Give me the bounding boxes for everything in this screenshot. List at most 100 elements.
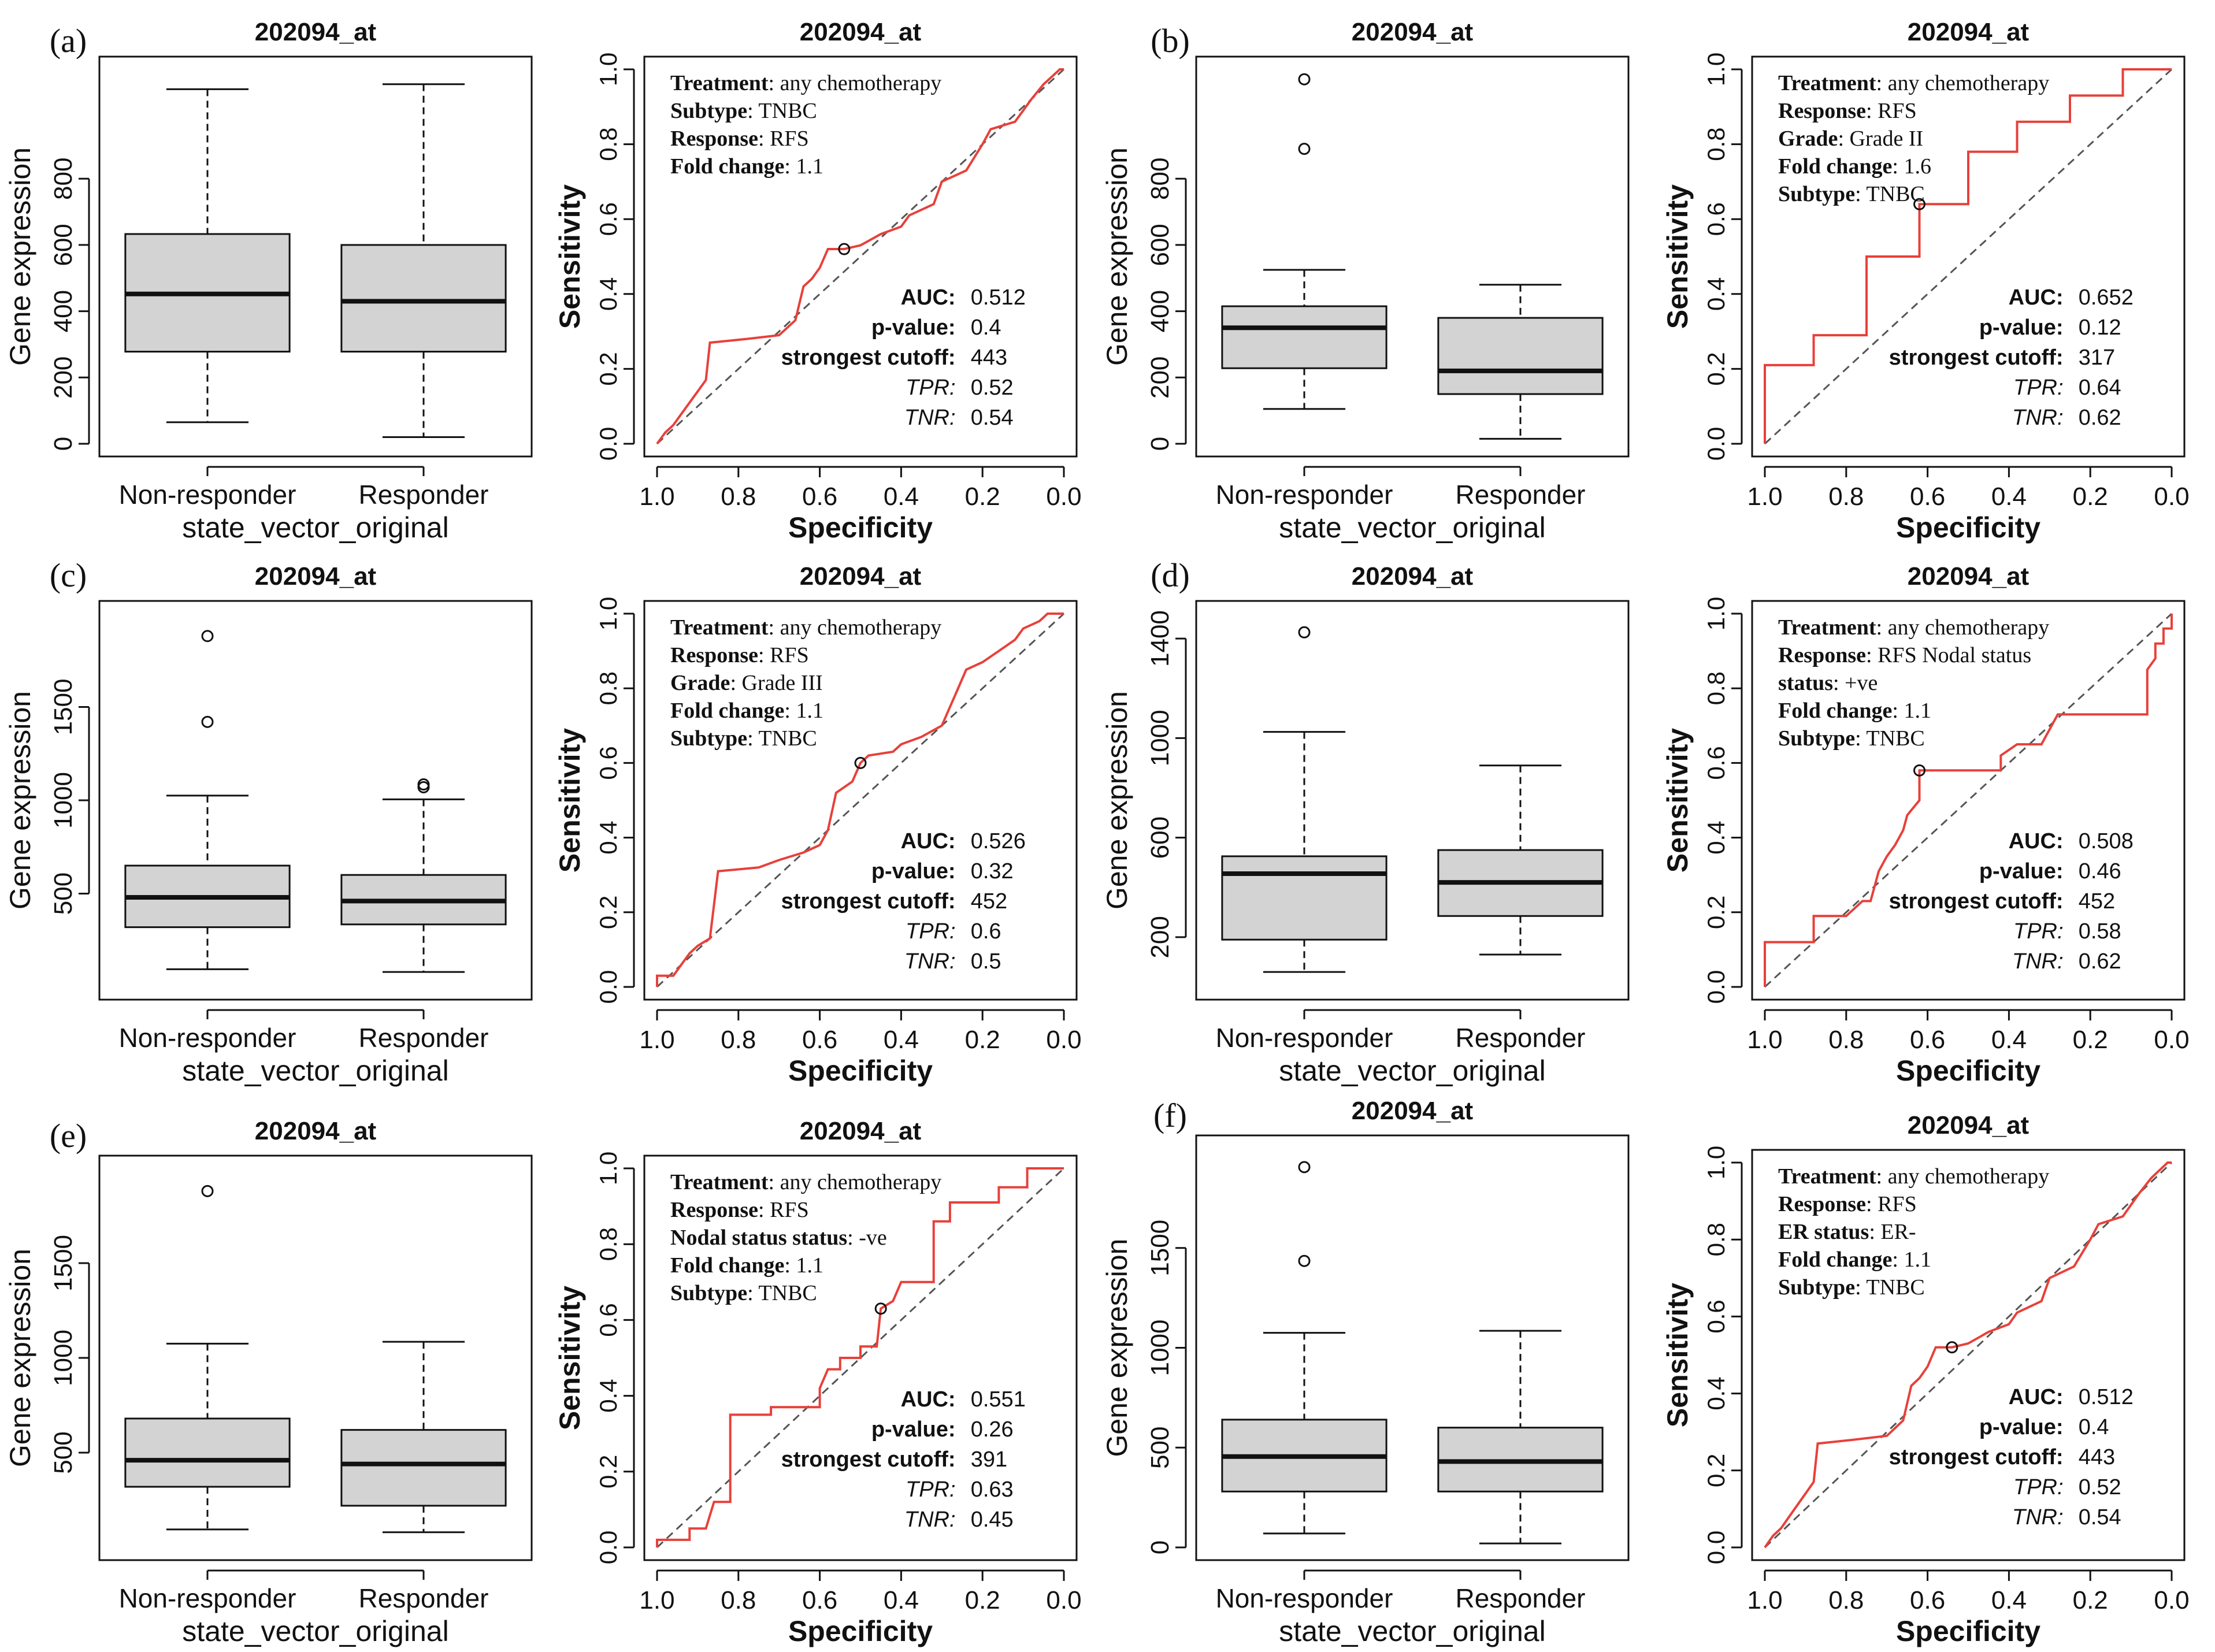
y-tick-label: 0.4	[595, 1379, 622, 1412]
y-tick-label: 0.2	[1702, 352, 1730, 385]
y-axis-label: Sensitivity	[1661, 184, 1694, 329]
plot-frame	[1195, 600, 1630, 1001]
y-tick-label: 0.0	[1702, 970, 1730, 1004]
stat-label-tnr: TNR:	[904, 406, 956, 430]
x-tick-label: 0.6	[1910, 1586, 1945, 1614]
y-tick-label: 400	[49, 290, 77, 332]
stat-value-tpr: 0.6	[971, 919, 1001, 944]
x-tick-label: Non-responder	[119, 1023, 296, 1053]
stat-label-pvalue: p-value:	[871, 1417, 956, 1442]
x-tick-label: Responder	[358, 1023, 488, 1053]
plot-frame	[98, 55, 533, 458]
box-non-responder: Non-responder	[1216, 73, 1393, 510]
stat-label-pvalue: p-value:	[1979, 859, 2064, 883]
stat-label-auc: AUC:	[2009, 829, 2064, 853]
y-tick-label: 0.2	[1702, 896, 1730, 929]
cutoff-point	[1946, 1341, 1958, 1354]
y-tick-label: 1500	[49, 1235, 77, 1291]
stat-value-auc: 0.526	[971, 829, 1026, 853]
stat-value-pvalue: 0.12	[2079, 315, 2121, 340]
cutoff-point	[874, 1302, 887, 1315]
stat-value-auc: 0.652	[2079, 285, 2134, 310]
boxplot: 202094_at 500 1000 1500 Gene expression Non-r…	[4, 562, 533, 1087]
panel-label: (e)	[50, 1117, 87, 1154]
panel-e: (e) 202094_at 500 1000 1500 Gene expression No…	[4, 1117, 1082, 1647]
stat-value-tnr: 0.5	[971, 949, 1001, 974]
annotation-block: Treatment: any chemotherapy Response: RFS…	[1778, 71, 2049, 206]
roc-curve	[1764, 1161, 2172, 1549]
stat-label-cutoff: strongest cutoff:	[781, 889, 956, 914]
x-axis-label: Specificity	[788, 511, 933, 544]
stat-value-auc: 0.508	[2079, 829, 2134, 853]
boxplot: 202094_at 0 200 400 600 800 Gene expression Non…	[1101, 18, 1630, 544]
plot-frame	[643, 600, 1078, 1001]
annotation-line: Fold change: 1.1	[670, 1253, 823, 1278]
stat-value-cutoff: 317	[2079, 346, 2115, 370]
panel-d: (d) 202094_at 200 600 1000 1400 Gene expressio…	[1101, 556, 2190, 1087]
x-tick-label: Non-responder	[1216, 1023, 1393, 1053]
y-tick-label: 0.8	[595, 671, 622, 705]
iqr-box	[340, 1429, 507, 1507]
stat-label-auc: AUC:	[2009, 1385, 2064, 1409]
plot-frame	[1195, 55, 1630, 458]
annotation-line: Grade: Grade III	[670, 671, 823, 695]
cutoff-point	[1913, 764, 1926, 777]
annotation-line: Fold change: 1.1	[1778, 699, 1931, 723]
roc-curve	[656, 68, 1064, 445]
annotation-block: Treatment: any chemotherapy Response: RFS…	[670, 1170, 941, 1305]
stat-label-tnr: TNR:	[904, 949, 956, 974]
x-tick-label: 0.4	[884, 1586, 919, 1614]
annotation-line: Fold change: 1.1	[670, 154, 823, 179]
y-axis-label: Gene expression	[1101, 147, 1133, 366]
x-axis-label: Specificity	[1896, 1055, 2040, 1087]
y-tick-label: 0.6	[595, 202, 622, 236]
x-axis-label: state_vector_original	[182, 511, 448, 544]
stat-value-tnr: 0.54	[2079, 1505, 2121, 1530]
y-tick-label: 1400	[1146, 610, 1174, 667]
y-tick-label: 1.0	[1702, 53, 1730, 86]
y-tick-label: 0	[49, 437, 77, 451]
annotation-block: Treatment: any chemotherapy Response: RFS…	[1778, 1164, 2049, 1300]
stats-block: AUC: 0.512 p-value: 0.4 strongest cutoff: 443…	[1889, 1385, 2134, 1530]
annotation-line: Response: RFS	[670, 643, 809, 667]
annotation-line: Subtype: TNBC	[1778, 726, 1925, 751]
y-tick-label: 0.6	[1702, 202, 1730, 236]
annotation-line: Treatment: any chemotherapy	[1778, 615, 2049, 640]
panel-f: (f) 202094_at 0 500 1000 1500 Gene expression N…	[1101, 1097, 2190, 1647]
x-tick-label: Non-responder	[1216, 1583, 1393, 1613]
annotation-line: Subtype: TNBC	[1778, 182, 1925, 206]
x-tick-label: 0.0	[1046, 1026, 1081, 1054]
outlier-point	[417, 778, 430, 791]
stat-label-pvalue: p-value:	[871, 315, 956, 340]
y-tick-label: 0.8	[595, 127, 622, 161]
x-tick-label: 0.8	[1828, 1586, 1864, 1614]
x-axis-label: state_vector_original	[1279, 511, 1545, 544]
x-axis-label: state_vector_original	[1279, 1055, 1545, 1087]
y-tick-label: 0.0	[1702, 427, 1730, 461]
stat-value-tnr: 0.62	[2079, 406, 2121, 430]
panel-label: (a)	[50, 22, 87, 60]
plot-frame	[643, 1154, 1078, 1561]
annotation-block: Treatment: any chemotherapy Subtype: TNBC…	[670, 71, 941, 179]
stat-label-auc: AUC:	[2009, 285, 2064, 310]
x-axis-label: Specificity	[788, 1615, 933, 1647]
y-tick-label: 500	[49, 1431, 77, 1473]
iqr-box	[1221, 855, 1387, 941]
x-tick-label: 0.6	[1910, 482, 1945, 511]
y-axis-label: Sensitivity	[1661, 1283, 1694, 1427]
annotation-line: ER status: ER-	[1778, 1220, 1916, 1244]
cutoff-point	[1913, 198, 1926, 210]
y-tick-label: 0.8	[1702, 1223, 1730, 1256]
y-tick-label: 1.0	[1702, 1146, 1730, 1179]
plot-frame	[1751, 600, 2186, 1001]
x-tick-label: Non-responder	[119, 480, 296, 510]
annotation-line: Subtype: TNBC	[670, 1281, 817, 1305]
stat-value-cutoff: 452	[2079, 889, 2115, 914]
x-tick-label: 0.2	[965, 1586, 1000, 1614]
x-tick-label: 0.4	[884, 482, 919, 511]
annotation-line: Subtype: TNBC	[670, 726, 817, 751]
plot-title: 202094_at	[1908, 562, 2030, 591]
stats-block: AUC: 0.508 p-value: 0.46 strongest cutoff: 45…	[1889, 829, 2134, 974]
plot-title: 202094_at	[1352, 562, 1474, 591]
